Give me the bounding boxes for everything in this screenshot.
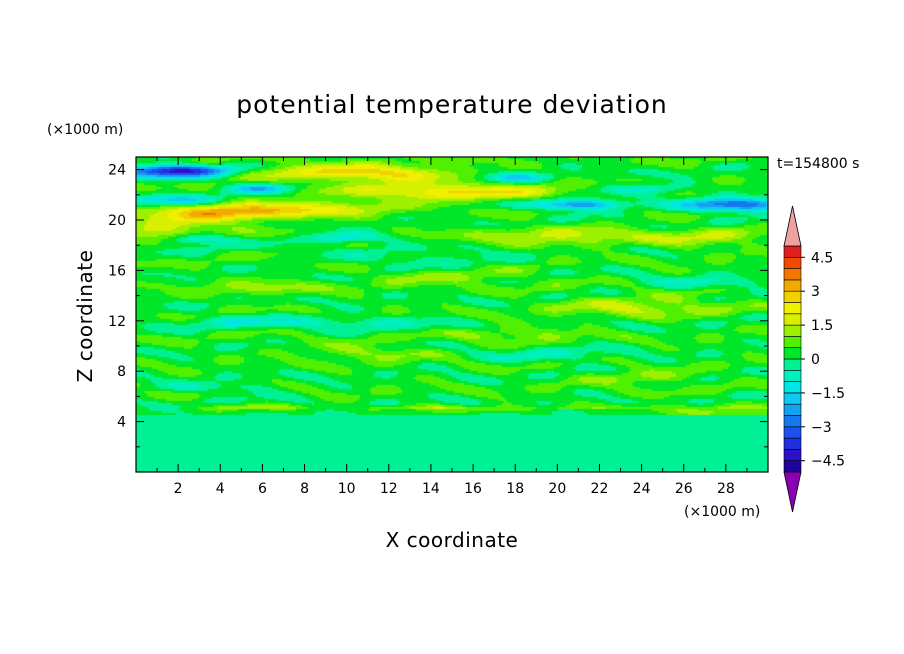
colorbar-segment — [783, 313, 802, 326]
colorbar-segment — [783, 245, 802, 258]
x-tick-label: 20 — [548, 481, 566, 497]
colorbar-label: 1.5 — [811, 318, 833, 334]
y-axis: 4 8 12 16 20 24 — [108, 163, 768, 448]
x-tick-label: 6 — [258, 481, 267, 497]
colorbar-over-triangle — [783, 205, 802, 247]
x-tick-label: 12 — [380, 481, 398, 497]
colorbar-segment — [783, 324, 802, 337]
x-tick-label: 8 — [300, 481, 309, 497]
y-tick-label: 24 — [108, 163, 126, 179]
colorbar-segment — [783, 302, 802, 315]
colorbar-label: 4.5 — [811, 250, 833, 266]
y-tick-label: 16 — [108, 263, 126, 279]
x-tick-label: 26 — [675, 481, 693, 497]
y-tick-label: 12 — [108, 314, 126, 330]
colorbar-label: −4.5 — [811, 454, 845, 470]
x-unit-label: (×1000 m) — [684, 504, 760, 520]
colorbar-segment — [783, 268, 802, 281]
chart-title: potential temperature deviation — [236, 90, 667, 119]
x-tick-label: 4 — [216, 481, 225, 497]
heatmap-field — [136, 157, 768, 472]
colorbar: 4.5 3 1.5 0 −1.5 −3 −4.5 — [783, 205, 845, 513]
colorbar-label: 3 — [811, 284, 820, 300]
colorbar-segment — [783, 256, 802, 269]
colorbar-label: −3 — [811, 420, 832, 436]
colorbar-segment — [783, 392, 802, 405]
x-tick-label: 18 — [506, 481, 524, 497]
colorbar-segment — [783, 347, 802, 360]
y-tick-label: 8 — [117, 364, 126, 380]
colorbar-segment — [783, 336, 802, 348]
colorbar-segment — [783, 279, 802, 292]
plot-area — [135, 156, 769, 473]
colorbar-segment — [783, 290, 802, 303]
y-axis-title: Z coordinate — [73, 250, 97, 383]
x-tick-label: 14 — [422, 481, 440, 497]
colorbar-segment — [783, 369, 802, 382]
colorbar-segment — [783, 460, 802, 473]
x-tick-label: 16 — [464, 481, 482, 497]
x-tick-label: 2 — [174, 481, 183, 497]
x-tick-label: 28 — [717, 481, 735, 497]
colorbar-segment — [783, 437, 802, 450]
y-unit-label: (×1000 m) — [47, 122, 123, 138]
x-tick-label: 22 — [591, 481, 609, 497]
x-axis-title: X coordinate — [386, 528, 519, 552]
time-label: t=154800 s — [777, 156, 859, 172]
colorbar-segment — [783, 426, 802, 439]
colorbar-segment — [783, 358, 802, 371]
colorbar-label: −1.5 — [811, 386, 845, 402]
colorbar-segment — [783, 381, 802, 394]
x-tick-label: 10 — [338, 481, 356, 497]
colorbar-segment — [783, 403, 802, 416]
x-tick-label: 24 — [633, 481, 651, 497]
colorbar-label: 0 — [811, 352, 820, 368]
colorbar-segment — [783, 415, 802, 428]
y-tick-label: 20 — [108, 213, 126, 229]
y-tick-label: 4 — [117, 415, 126, 431]
x-axis: 2 4 6 8 10 12 14 16 18 20 22 24 26 28 — [156, 157, 748, 497]
colorbar-under-triangle — [783, 471, 802, 513]
colorbar-segment — [783, 449, 802, 461]
